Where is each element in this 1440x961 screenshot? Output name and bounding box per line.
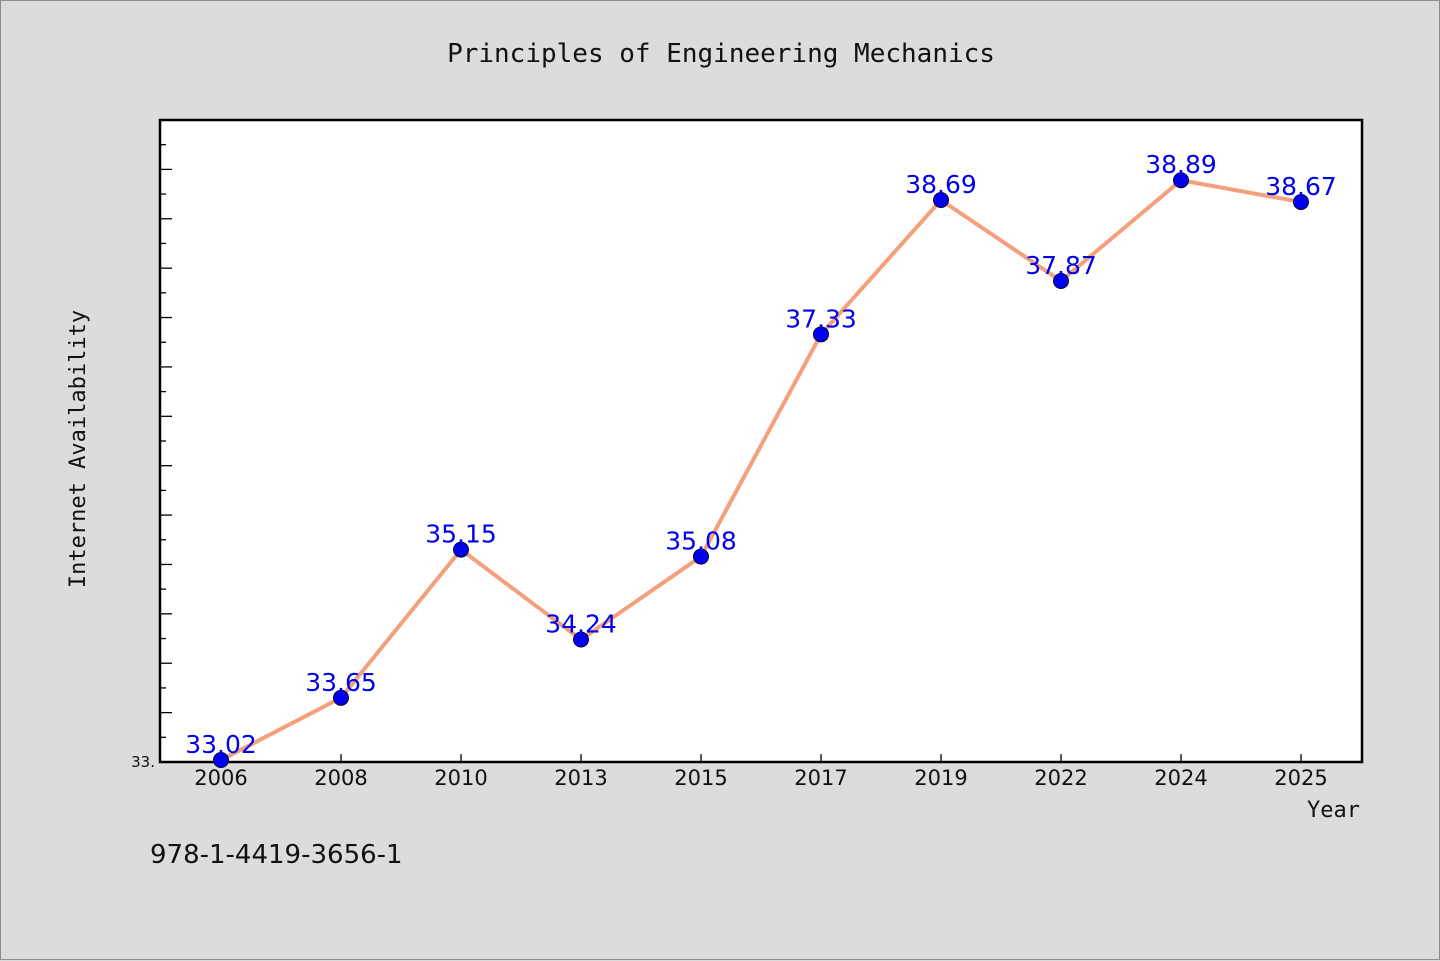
chart-title: Principles of Engineering Mechanics xyxy=(447,39,995,69)
data-point xyxy=(1173,172,1189,189)
footnote-isbn: 978-1-4419-3656-1 xyxy=(150,840,403,870)
x-tick-label: 2019 xyxy=(914,766,967,790)
x-tick-label: 2024 xyxy=(1154,766,1207,790)
x-tick-label: 2015 xyxy=(674,766,727,790)
x-tick-label: 2008 xyxy=(314,766,367,790)
data-point xyxy=(693,548,709,565)
x-axis-tick-labels: 2006 2008 2010 2013 2015 2017 2019 2022 2024 2025 xyxy=(194,766,1327,790)
data-point xyxy=(813,326,829,343)
x-tick-label: 2010 xyxy=(434,766,487,790)
data-label: 38.69 xyxy=(905,170,977,199)
data-point xyxy=(933,192,949,209)
data-label: 34.24 xyxy=(545,610,617,639)
y-axis-title: Internet Availability xyxy=(66,310,91,588)
plot-area xyxy=(158,118,1364,764)
data-label: 33.65 xyxy=(305,668,377,697)
x-tick-label: 2017 xyxy=(794,766,847,790)
y-axis-ticks xyxy=(160,119,172,763)
data-labels: 33.02 33.65 35.15 34.24 35.08 37.33 38.69 37.87… xyxy=(185,150,1337,759)
data-markers xyxy=(213,172,1309,769)
data-label: 38.67 xyxy=(1265,172,1337,201)
data-label: 37.87 xyxy=(1025,251,1097,280)
x-tick-label: 2025 xyxy=(1274,766,1327,790)
x-tick-label: 2013 xyxy=(554,766,607,790)
data-label: 38.89 xyxy=(1145,150,1217,179)
data-label: 33.02 xyxy=(185,730,257,759)
x-tick-label: 2022 xyxy=(1034,766,1087,790)
y-tick-label: 33. xyxy=(131,753,155,771)
data-point xyxy=(1053,272,1069,289)
data-point xyxy=(573,631,589,648)
data-label: 37.33 xyxy=(785,304,857,333)
data-label: 35.08 xyxy=(665,527,737,556)
series-line xyxy=(220,178,1302,762)
x-axis-title: Year xyxy=(1307,798,1360,823)
data-point xyxy=(333,689,349,706)
data-label: 35.15 xyxy=(425,520,497,549)
data-point xyxy=(213,752,229,769)
x-tick-label: 2006 xyxy=(194,766,247,790)
data-point xyxy=(453,541,469,558)
data-point xyxy=(1293,193,1309,210)
x-axis-ticks xyxy=(220,754,1302,762)
